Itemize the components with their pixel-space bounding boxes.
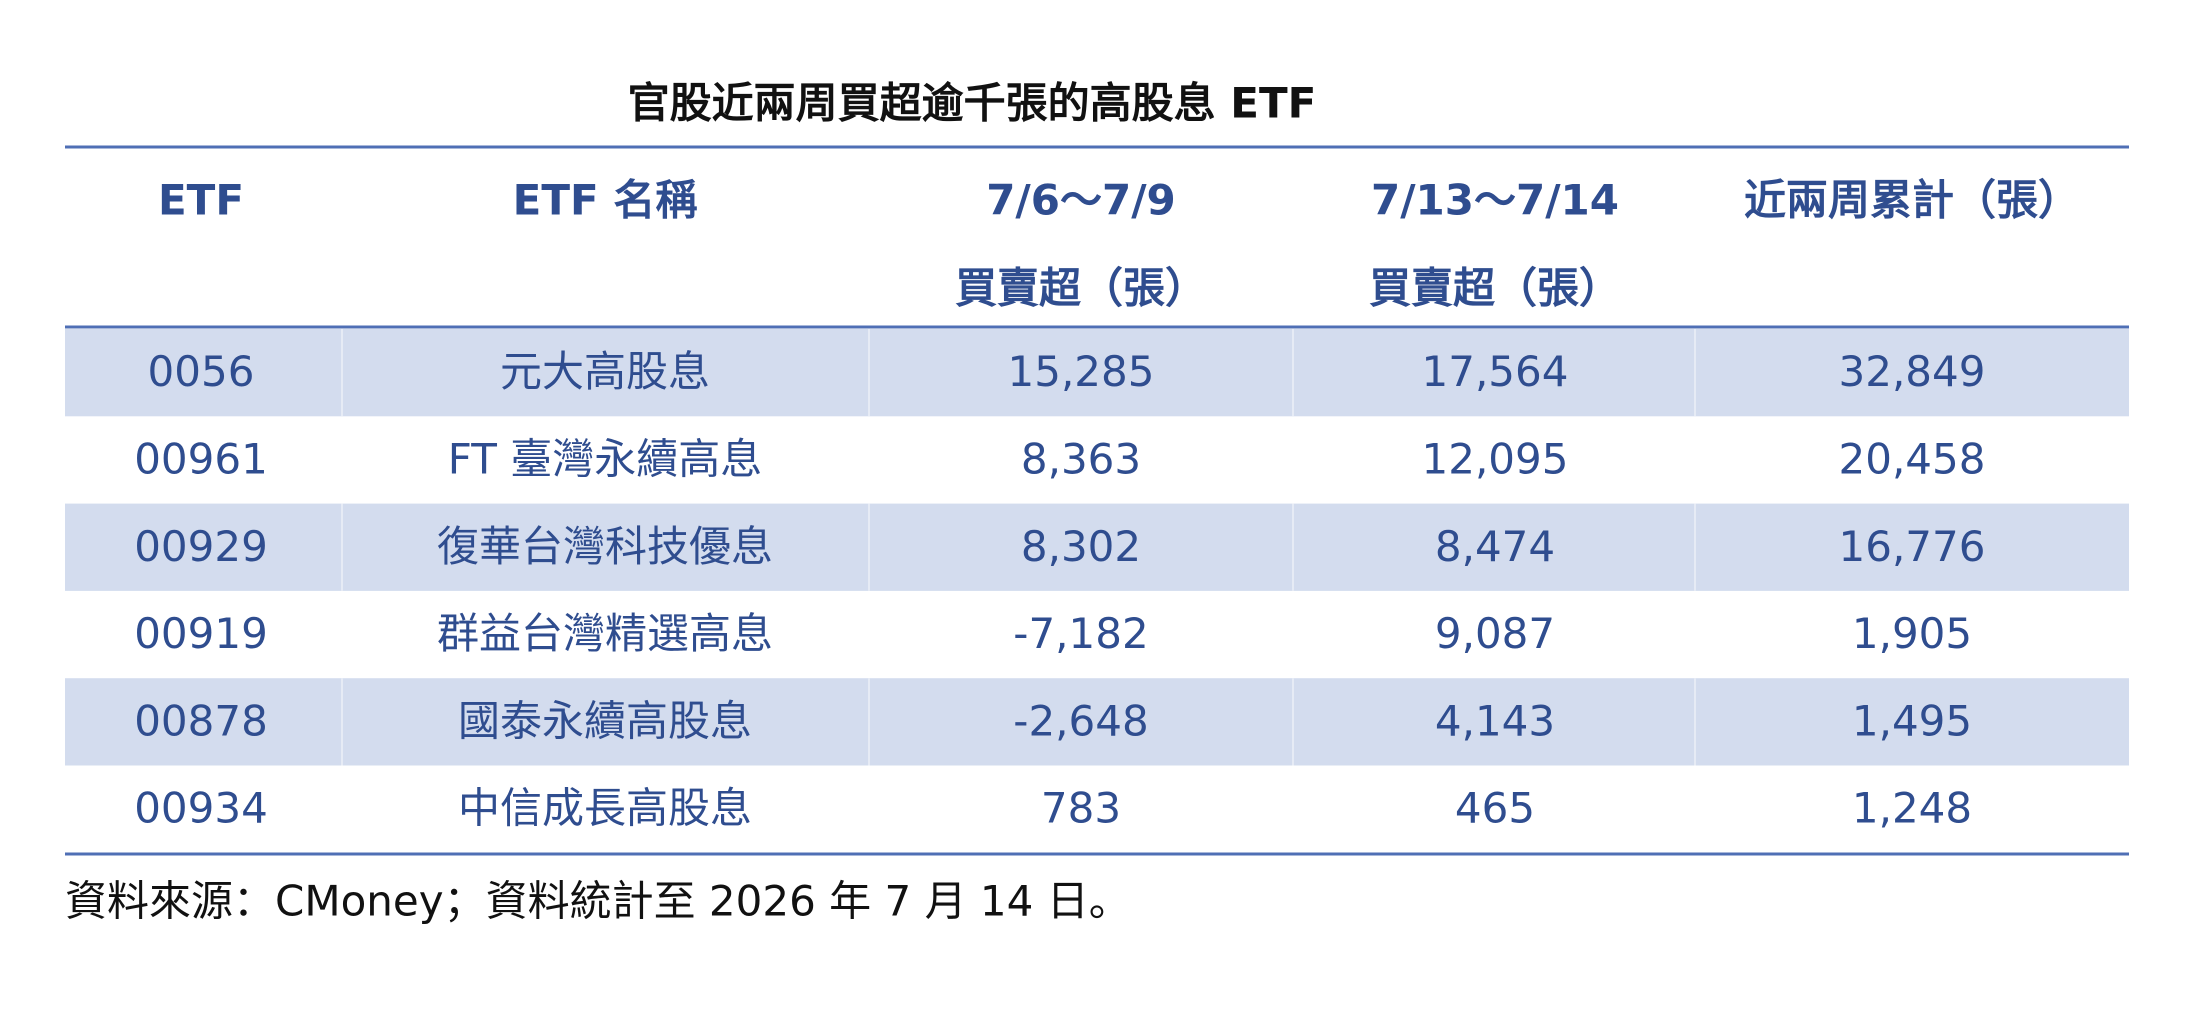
table-cell: 0056 [148, 347, 255, 396]
column-header: 買賣超（張） [1369, 264, 1621, 313]
table-cell: 00961 [134, 434, 268, 483]
column-header: ETF 名稱 [513, 176, 698, 225]
table-cell: 8,363 [1021, 434, 1141, 483]
table-cell: 復華台灣科技優息 [437, 522, 773, 571]
table-cell: 中信成長高股息 [458, 784, 752, 833]
row-stripe [65, 329, 2129, 417]
table-cell: 1,495 [1852, 696, 1972, 745]
table-title: 官股近兩周買超逾千張的高股息 ETF [628, 79, 1317, 128]
table-cell: 1,905 [1852, 609, 1972, 658]
table-cell: -7,182 [1013, 609, 1148, 658]
table-cell: 8,302 [1021, 522, 1141, 571]
table-cell: 00929 [134, 522, 268, 571]
table-cell: 00934 [134, 784, 268, 833]
source-note: 資料來源：CMoney；資料統計至 2026 年 7 月 14 日。 [65, 877, 1131, 926]
table-cell: 32,849 [1839, 347, 1986, 396]
column-header: 7/6～7/9 [986, 176, 1176, 225]
column-header: 買賣超（張） [955, 264, 1207, 313]
table-cell: FT 臺灣永續高息 [448, 434, 762, 483]
table-cell: 4,143 [1435, 696, 1555, 745]
table-cell: 20,458 [1839, 434, 1986, 483]
table-cell: 00878 [134, 696, 268, 745]
table-cell: -2,648 [1013, 696, 1148, 745]
table-cell: 1,248 [1852, 784, 1972, 833]
row-stripe [65, 503, 2129, 591]
table-cell: 465 [1455, 784, 1535, 833]
table-cell: 16,776 [1839, 522, 1986, 571]
table-cell: 群益台灣精選高息 [437, 609, 773, 658]
column-header: 7/13～7/14 [1371, 176, 1619, 225]
table-cell: 00919 [134, 609, 268, 658]
table-cell: 國泰永續高股息 [458, 696, 752, 745]
column-header: ETF [158, 176, 244, 225]
table-cell: 783 [1041, 784, 1121, 833]
row-stripe [65, 678, 2129, 766]
table-cell: 元大高股息 [500, 347, 710, 396]
table-cell: 8,474 [1435, 522, 1555, 571]
table-cell: 17,564 [1422, 347, 1569, 396]
table-cell: 12,095 [1422, 434, 1569, 483]
table-cell: 9,087 [1435, 609, 1555, 658]
table-cell: 15,285 [1008, 347, 1155, 396]
column-header: 近兩周累計（張） [1744, 176, 2080, 225]
